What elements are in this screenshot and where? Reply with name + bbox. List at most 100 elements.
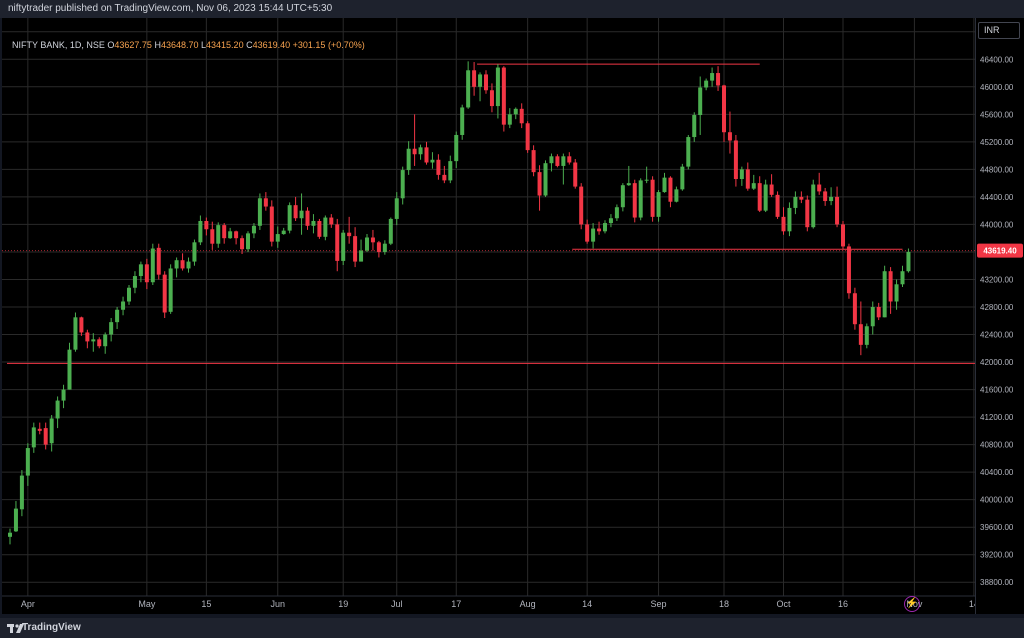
candle [632,179,637,223]
candle-body [644,179,649,181]
candle-body [900,271,905,285]
price-tick-label: 40800.00 [980,441,1014,450]
candle [365,234,369,252]
candle-body [573,162,578,187]
candle [382,240,387,255]
candle-body [210,229,215,244]
candle [216,222,221,248]
candle-body [85,332,90,342]
candle-body [870,307,875,327]
candle [418,144,423,160]
candle-body [156,247,161,275]
candle [704,78,709,91]
candle [79,316,84,336]
open-value: 43627.75 [114,40,152,50]
candle [668,176,673,208]
candle [192,239,197,266]
candle [674,186,679,203]
candle [376,240,381,258]
candle [567,152,572,165]
candle [894,279,899,310]
price-tick-label: 40000.00 [980,496,1014,505]
candle [745,162,750,191]
candle [269,200,274,247]
candle-body [495,67,500,107]
candle [614,204,619,221]
candle [716,66,721,91]
candle [591,223,596,249]
candle [19,470,24,517]
price-tick-label: 42400.00 [980,331,1014,340]
candle-body [49,418,54,444]
candle-body [841,224,845,247]
candle [198,215,203,246]
candle-body [781,216,786,232]
candle [299,193,304,235]
candle-body [251,225,256,234]
candle [454,131,459,169]
candle-body [174,260,179,269]
candle [787,202,792,237]
price-axis[interactable]: 46800.0046400.0046000.0045600.0045200.00… [975,18,1024,614]
candle [549,153,554,172]
candle-body [406,148,411,171]
candle-body [668,177,673,202]
candle [204,217,209,236]
candle-body [335,224,340,261]
candle-body [585,224,590,242]
candlestick-chart[interactable]: AprMay15Jun19Jul17Aug14Sep18Oct16Nov14 [2,18,975,614]
candle [751,174,756,191]
candle-body [489,90,494,107]
candle [430,152,435,169]
candle-body [311,220,316,226]
candle-body [109,322,114,335]
candle [436,154,441,180]
candle-body [537,172,542,196]
candle-body [751,183,756,189]
high-value: 43648.70 [160,40,199,50]
candle-body [739,169,744,180]
candle [210,221,215,250]
candle-body [549,156,554,164]
candle-body [448,161,453,181]
candle [186,257,191,273]
candle [727,111,732,154]
close-value: 43619.40 [252,40,291,50]
candle-body [388,218,393,244]
date-tick-label: Oct [776,599,791,609]
candle [597,221,602,235]
candle-body [222,225,227,239]
candle [805,195,810,232]
candle [305,207,310,230]
candle-body [394,198,399,219]
open-label: O [107,40,115,50]
candle [882,265,887,318]
candle [650,176,655,222]
lightning-icon[interactable]: ⚡ [904,596,920,612]
price-tick-label: 45200.00 [980,138,1014,147]
price-tick-label: 44400.00 [980,193,1014,202]
chart-area[interactable]: AprMay15Jun19Jul17Aug14Sep18Oct16Nov14 N… [2,18,975,614]
currency-selector[interactable]: INR [978,22,1020,39]
candle-body [341,232,346,261]
candle [739,166,744,186]
candle [835,186,840,228]
candle-body [127,287,131,302]
candle-body [317,220,322,237]
candle-body [25,448,30,476]
last-price-badge [977,243,1023,258]
candle [115,307,120,330]
candle-body [858,324,863,345]
candle-body [472,70,477,87]
date-tick-label: 15 [201,599,211,609]
tradingview-logo-icon [7,624,24,633]
candle [240,235,245,255]
candle-body [876,307,881,318]
candle [573,159,578,189]
candle-body [626,183,631,186]
price-tick-label: 38800.00 [980,578,1014,587]
candle [138,261,143,283]
candle [620,183,625,212]
candle-body [115,309,120,323]
candle-body [37,428,42,431]
